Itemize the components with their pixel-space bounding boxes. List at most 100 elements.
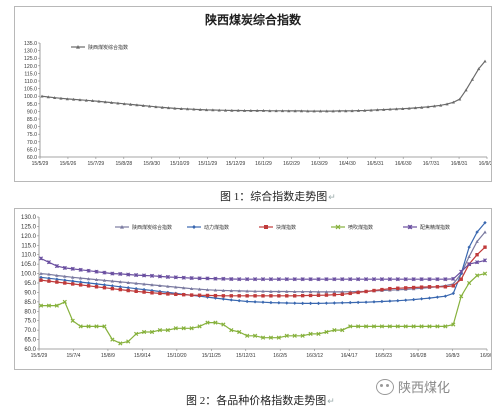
data-point xyxy=(371,324,377,329)
data-point xyxy=(249,109,253,112)
y-tick-label: 75.0 xyxy=(24,319,36,325)
data-point xyxy=(316,293,321,297)
data-point xyxy=(86,268,91,273)
data-point xyxy=(325,109,329,113)
data-point xyxy=(293,301,297,305)
legend-label: 动力煤指数 xyxy=(204,224,229,231)
data-point xyxy=(451,322,456,327)
data-point xyxy=(277,294,281,298)
data-point xyxy=(435,295,440,299)
data-point xyxy=(413,106,417,110)
x-tick-label: 15/9/14 xyxy=(134,353,151,359)
legend-label: 块煤指数 xyxy=(276,224,296,231)
data-point xyxy=(173,326,178,331)
data-point xyxy=(245,299,249,304)
data-point xyxy=(475,253,479,257)
data-point xyxy=(344,109,348,113)
data-point xyxy=(292,277,297,282)
data-point xyxy=(482,271,488,276)
data-point xyxy=(427,285,432,289)
x-tick-label: 16/8/31 xyxy=(451,161,468,167)
data-point xyxy=(395,324,400,329)
data-point xyxy=(269,300,273,305)
data-point xyxy=(380,299,384,304)
x-tick-label: 16/3/12 xyxy=(306,353,323,359)
data-point xyxy=(54,263,59,269)
data-point xyxy=(94,285,99,289)
data-point xyxy=(126,272,131,277)
data-point xyxy=(277,289,281,293)
data-point xyxy=(308,293,313,298)
data-point xyxy=(141,329,147,335)
x-tick-label: 15/5/29 xyxy=(31,353,48,359)
data-point xyxy=(435,285,440,289)
data-point xyxy=(332,290,337,294)
data-point xyxy=(47,279,51,283)
data-point xyxy=(331,109,335,113)
data-point xyxy=(451,276,456,281)
data-point xyxy=(94,269,99,274)
data-point xyxy=(97,99,101,103)
return-mark-icon: ↵ xyxy=(327,396,335,406)
data-point xyxy=(197,293,202,297)
y-tick-label: 85.0 xyxy=(27,117,37,123)
data-point xyxy=(38,256,44,261)
data-point xyxy=(483,245,487,249)
y-tick-label: 130.0 xyxy=(21,215,37,221)
data-point xyxy=(166,292,170,296)
data-point xyxy=(54,303,59,308)
data-point xyxy=(451,291,455,296)
data-point xyxy=(150,283,154,287)
data-point xyxy=(382,107,386,111)
data-point xyxy=(284,333,289,338)
data-point xyxy=(420,105,424,109)
x-tick-label: 16/9/30 xyxy=(479,161,491,167)
data-point xyxy=(451,284,455,288)
data-point xyxy=(308,277,313,282)
data-point xyxy=(372,300,376,304)
watermark: 陕西煤化 xyxy=(376,377,450,396)
data-point xyxy=(134,281,138,285)
data-point xyxy=(387,324,392,329)
y-tick-label: 75.0 xyxy=(27,132,37,138)
data-point xyxy=(126,280,130,284)
data-point xyxy=(63,278,67,282)
data-point xyxy=(70,266,75,271)
data-point xyxy=(380,287,384,292)
data-point xyxy=(483,230,487,234)
data-point xyxy=(356,290,360,295)
data-point xyxy=(46,260,51,265)
data-point xyxy=(348,324,353,329)
data-point xyxy=(154,105,158,109)
data-point xyxy=(134,273,139,278)
x-tick-label: 16/5/31 xyxy=(367,161,384,167)
data-point xyxy=(78,283,83,287)
data-point xyxy=(126,286,130,290)
data-point xyxy=(78,267,83,272)
data-point xyxy=(253,289,257,293)
chart-1-panel: 陕西煤炭综合指数 60.0 65.0 70.0 75.0 80.0 85.0 90.0 95.… xyxy=(14,6,496,182)
y-tick-label: 70.0 xyxy=(24,328,36,334)
x-tick-label: 16/6/30 xyxy=(395,161,412,167)
data-point xyxy=(181,326,186,331)
x-tick-label: 16/9/8 xyxy=(480,353,491,359)
data-point xyxy=(53,96,57,99)
data-point xyxy=(86,284,91,288)
data-point xyxy=(443,285,448,289)
data-point xyxy=(332,292,337,297)
legend-marker xyxy=(407,224,413,230)
x-tick-label: 15/6/26 xyxy=(60,161,77,167)
data-point xyxy=(312,109,316,113)
data-point xyxy=(388,299,392,303)
data-point xyxy=(229,276,234,282)
data-point xyxy=(277,301,281,305)
data-point xyxy=(300,293,305,298)
data-point xyxy=(467,280,472,286)
data-point xyxy=(340,277,345,282)
return-mark-icon: ↵ xyxy=(328,192,336,202)
data-point xyxy=(166,284,170,288)
data-point xyxy=(324,290,329,294)
data-point xyxy=(253,294,257,298)
data-point xyxy=(102,270,107,275)
x-tick-label: 16/3/29 xyxy=(311,161,328,167)
